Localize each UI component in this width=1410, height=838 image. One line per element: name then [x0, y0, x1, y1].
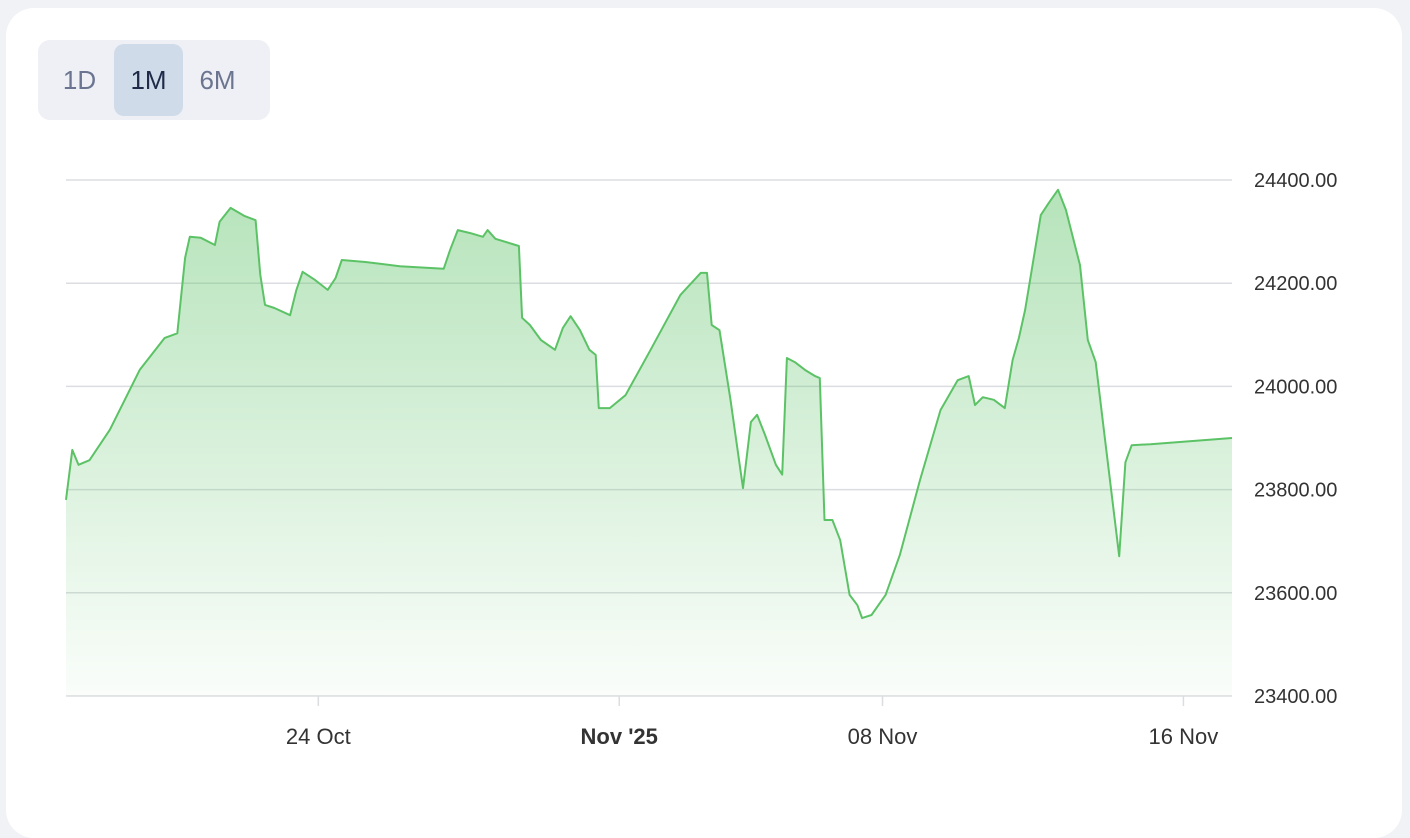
y-tick-label: 24000.00	[1254, 376, 1337, 398]
y-tick-label: 23600.00	[1254, 583, 1337, 605]
range-button[interactable]: 1D	[62, 64, 97, 95]
x-tick-label: Nov '25	[581, 724, 658, 749]
y-tick-label: 23400.00	[1254, 686, 1337, 708]
y-tick-label: 23800.00	[1254, 480, 1337, 502]
x-tick-label: 16 Nov	[1149, 724, 1219, 749]
range-button[interactable]: 6M	[199, 64, 236, 95]
x-tick-label: 08 Nov	[848, 724, 918, 749]
y-tick-label: 24400.00	[1254, 170, 1337, 192]
x-tick-label: 24 Oct	[286, 724, 351, 749]
y-tick-label: 24200.00	[1254, 273, 1337, 295]
area	[66, 189, 1232, 697]
range-selector: 1D 1M 6M	[38, 40, 270, 120]
line	[65, 188, 1233, 620]
range-button[interactable]: 1M	[114, 44, 183, 116]
